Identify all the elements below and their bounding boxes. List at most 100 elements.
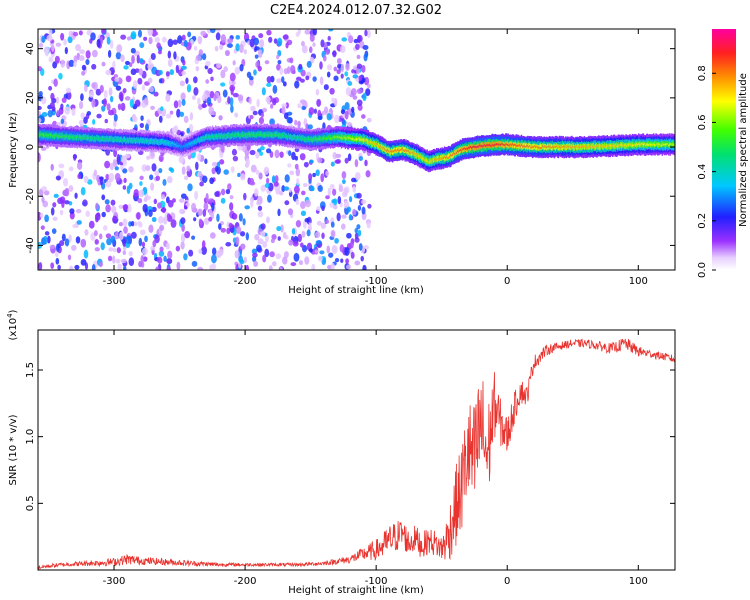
spectrogram-noise-cell (317, 115, 323, 121)
spectrogram-noise-cell (139, 181, 143, 186)
spectrogram-ridge-cell (592, 146, 594, 149)
spectrogram-ridge-cell (372, 141, 374, 144)
spectrogram-ridge-cell (295, 135, 297, 138)
spectrogram-ridge-cell (391, 150, 393, 153)
spectrogram-noise-cell (330, 221, 335, 228)
spectrogram-noise-cell (158, 250, 165, 257)
spectrogram-noise-cell (209, 264, 214, 270)
spectrogram-noise-cell (288, 187, 292, 193)
spectrogram-noise-cell (106, 36, 111, 45)
spectrogram-ridge-cell (213, 134, 215, 141)
spectrogram-ridge-cell (84, 137, 86, 140)
spectrogram-ridge-cell (107, 135, 109, 142)
spectrogram-noise-cell (219, 159, 225, 165)
spectrogram-noise-cell (112, 159, 117, 167)
spectrogram-noise-cell (234, 66, 241, 75)
spectrogram-ridge-cell (196, 139, 199, 142)
spectrogram-noise-cell (262, 107, 268, 113)
spectrogram-ridge-cell (353, 138, 355, 141)
spectrogram-ridge-cell (587, 145, 590, 148)
spectrogram-noise-cell (345, 258, 349, 264)
spectrogram-ridge-cell (450, 154, 452, 157)
spectrogram-ridge-cell (436, 158, 439, 161)
spectrogram-noise-cell (357, 104, 363, 111)
spectrogram-noise-cell (279, 266, 283, 270)
spectrogram-ridge-cell (437, 157, 439, 160)
spectrogram-noise-cell (150, 182, 155, 191)
spectrogram-noise-cell (126, 36, 132, 41)
spectrogram-ridge-cell (510, 141, 513, 148)
spectrogram-noise-cell (250, 105, 256, 112)
spectrogram-ridge-cell (295, 137, 298, 140)
spectrogram-noise-cell (360, 255, 364, 262)
spectrogram-ridge-cell (137, 139, 140, 142)
spectrogram-ridge-cell (347, 135, 349, 142)
spectrogram-noise-cell (163, 216, 168, 225)
spectrogram-ridge-cell (538, 146, 541, 149)
spectrogram-noise-cell (91, 263, 96, 270)
spectrogram-noise-cell (60, 118, 65, 124)
spectrogram-noise-cell (229, 202, 234, 211)
spectrogram-noise-cell (58, 163, 65, 169)
spectrogram-noise-cell (289, 57, 294, 64)
spectrogram-ridge-cell (161, 140, 163, 142)
spectrogram-ridge-cell (106, 138, 108, 141)
spectrogram-ridge-cell (172, 142, 174, 145)
spectrogram-noise-cell (76, 220, 82, 225)
spectrogram-noise-cell (330, 161, 335, 167)
spectrogram-ridge-cell (339, 136, 341, 139)
spectrogram-noise-cell (294, 147, 300, 153)
spectrogram-ridge-cell (227, 132, 229, 138)
spectrogram-ridge-cell (543, 145, 546, 148)
spectrogram-ridge-cell (96, 137, 99, 140)
spectrogram-noise-cell (305, 75, 310, 81)
spectrogram-ridge-cell (185, 144, 187, 147)
spectrogram-noise-cell (295, 167, 301, 177)
spectrogram-ridge-cell (279, 133, 281, 136)
spectrogram-ridge-cell (363, 139, 365, 141)
spectrogram-ridge-cell (359, 139, 362, 142)
spectrogram-noise-cell (269, 151, 274, 158)
spectrogram-noise-cell (105, 173, 110, 181)
spectrogram-ridge-cell (119, 139, 121, 142)
spectrogram-noise-cell (131, 54, 135, 64)
figure-title: C2E4.2024.012.07.32.G02 (270, 3, 442, 18)
spectrogram-ridge-cell (231, 135, 233, 138)
spectrogram-ridge-cell (418, 155, 421, 158)
spectrogram-noise-cell (139, 58, 144, 64)
spectrogram-ridge-cell (133, 140, 135, 143)
spectrogram-noise-cell (356, 192, 362, 199)
spectrogram-noise-cell (313, 108, 318, 114)
spectrogram-noise-cell (185, 77, 189, 84)
spectrogram-ridge-cell (264, 134, 266, 137)
spectrogram-ridge-cell (134, 139, 137, 141)
spectrogram-noise-cell (243, 256, 248, 263)
spectrogram-ridge-cell (402, 147, 404, 150)
spectrogram-ridge-cell (405, 149, 407, 152)
spectrogram-ridge-cell (580, 146, 583, 148)
spectrogram-ridge-cell (592, 143, 594, 150)
spectrogram-ridge-cell (602, 144, 605, 150)
spectrogram-ridge-cell (112, 139, 115, 142)
spectrogram-noise-cell (44, 214, 49, 223)
spectrogram-ridge-cell (116, 139, 119, 142)
spectrogram-ridge-cell (320, 137, 322, 140)
spectrogram-ridge-cell (76, 134, 78, 141)
spectrogram-noise-cell (340, 73, 344, 79)
spectrogram-ridge-cell (342, 137, 344, 140)
spectrogram-ridge-cell (334, 135, 336, 138)
spectrogram-ridge-cell (62, 135, 64, 138)
spectrogram-noise-cell (366, 29, 371, 39)
spectrogram-ridge-cell (306, 138, 308, 141)
spectrogram-noise-cell (257, 210, 264, 218)
spectrogram-ridge-cell (345, 134, 347, 141)
spectrogram-ridge-cell (448, 153, 450, 160)
spectrogram-noise-cell (215, 250, 222, 258)
spectrogram-noise-cell (344, 246, 350, 256)
spectrogram-ridge-cell (284, 135, 287, 138)
spectrogram-noise-cell (88, 90, 95, 98)
spectrogram-ridge-cell (481, 144, 483, 147)
spectrogram-noise-cell (183, 205, 188, 210)
spectrogram-noise-cell (167, 38, 174, 48)
spectrogram-ridge-cell (498, 143, 501, 146)
